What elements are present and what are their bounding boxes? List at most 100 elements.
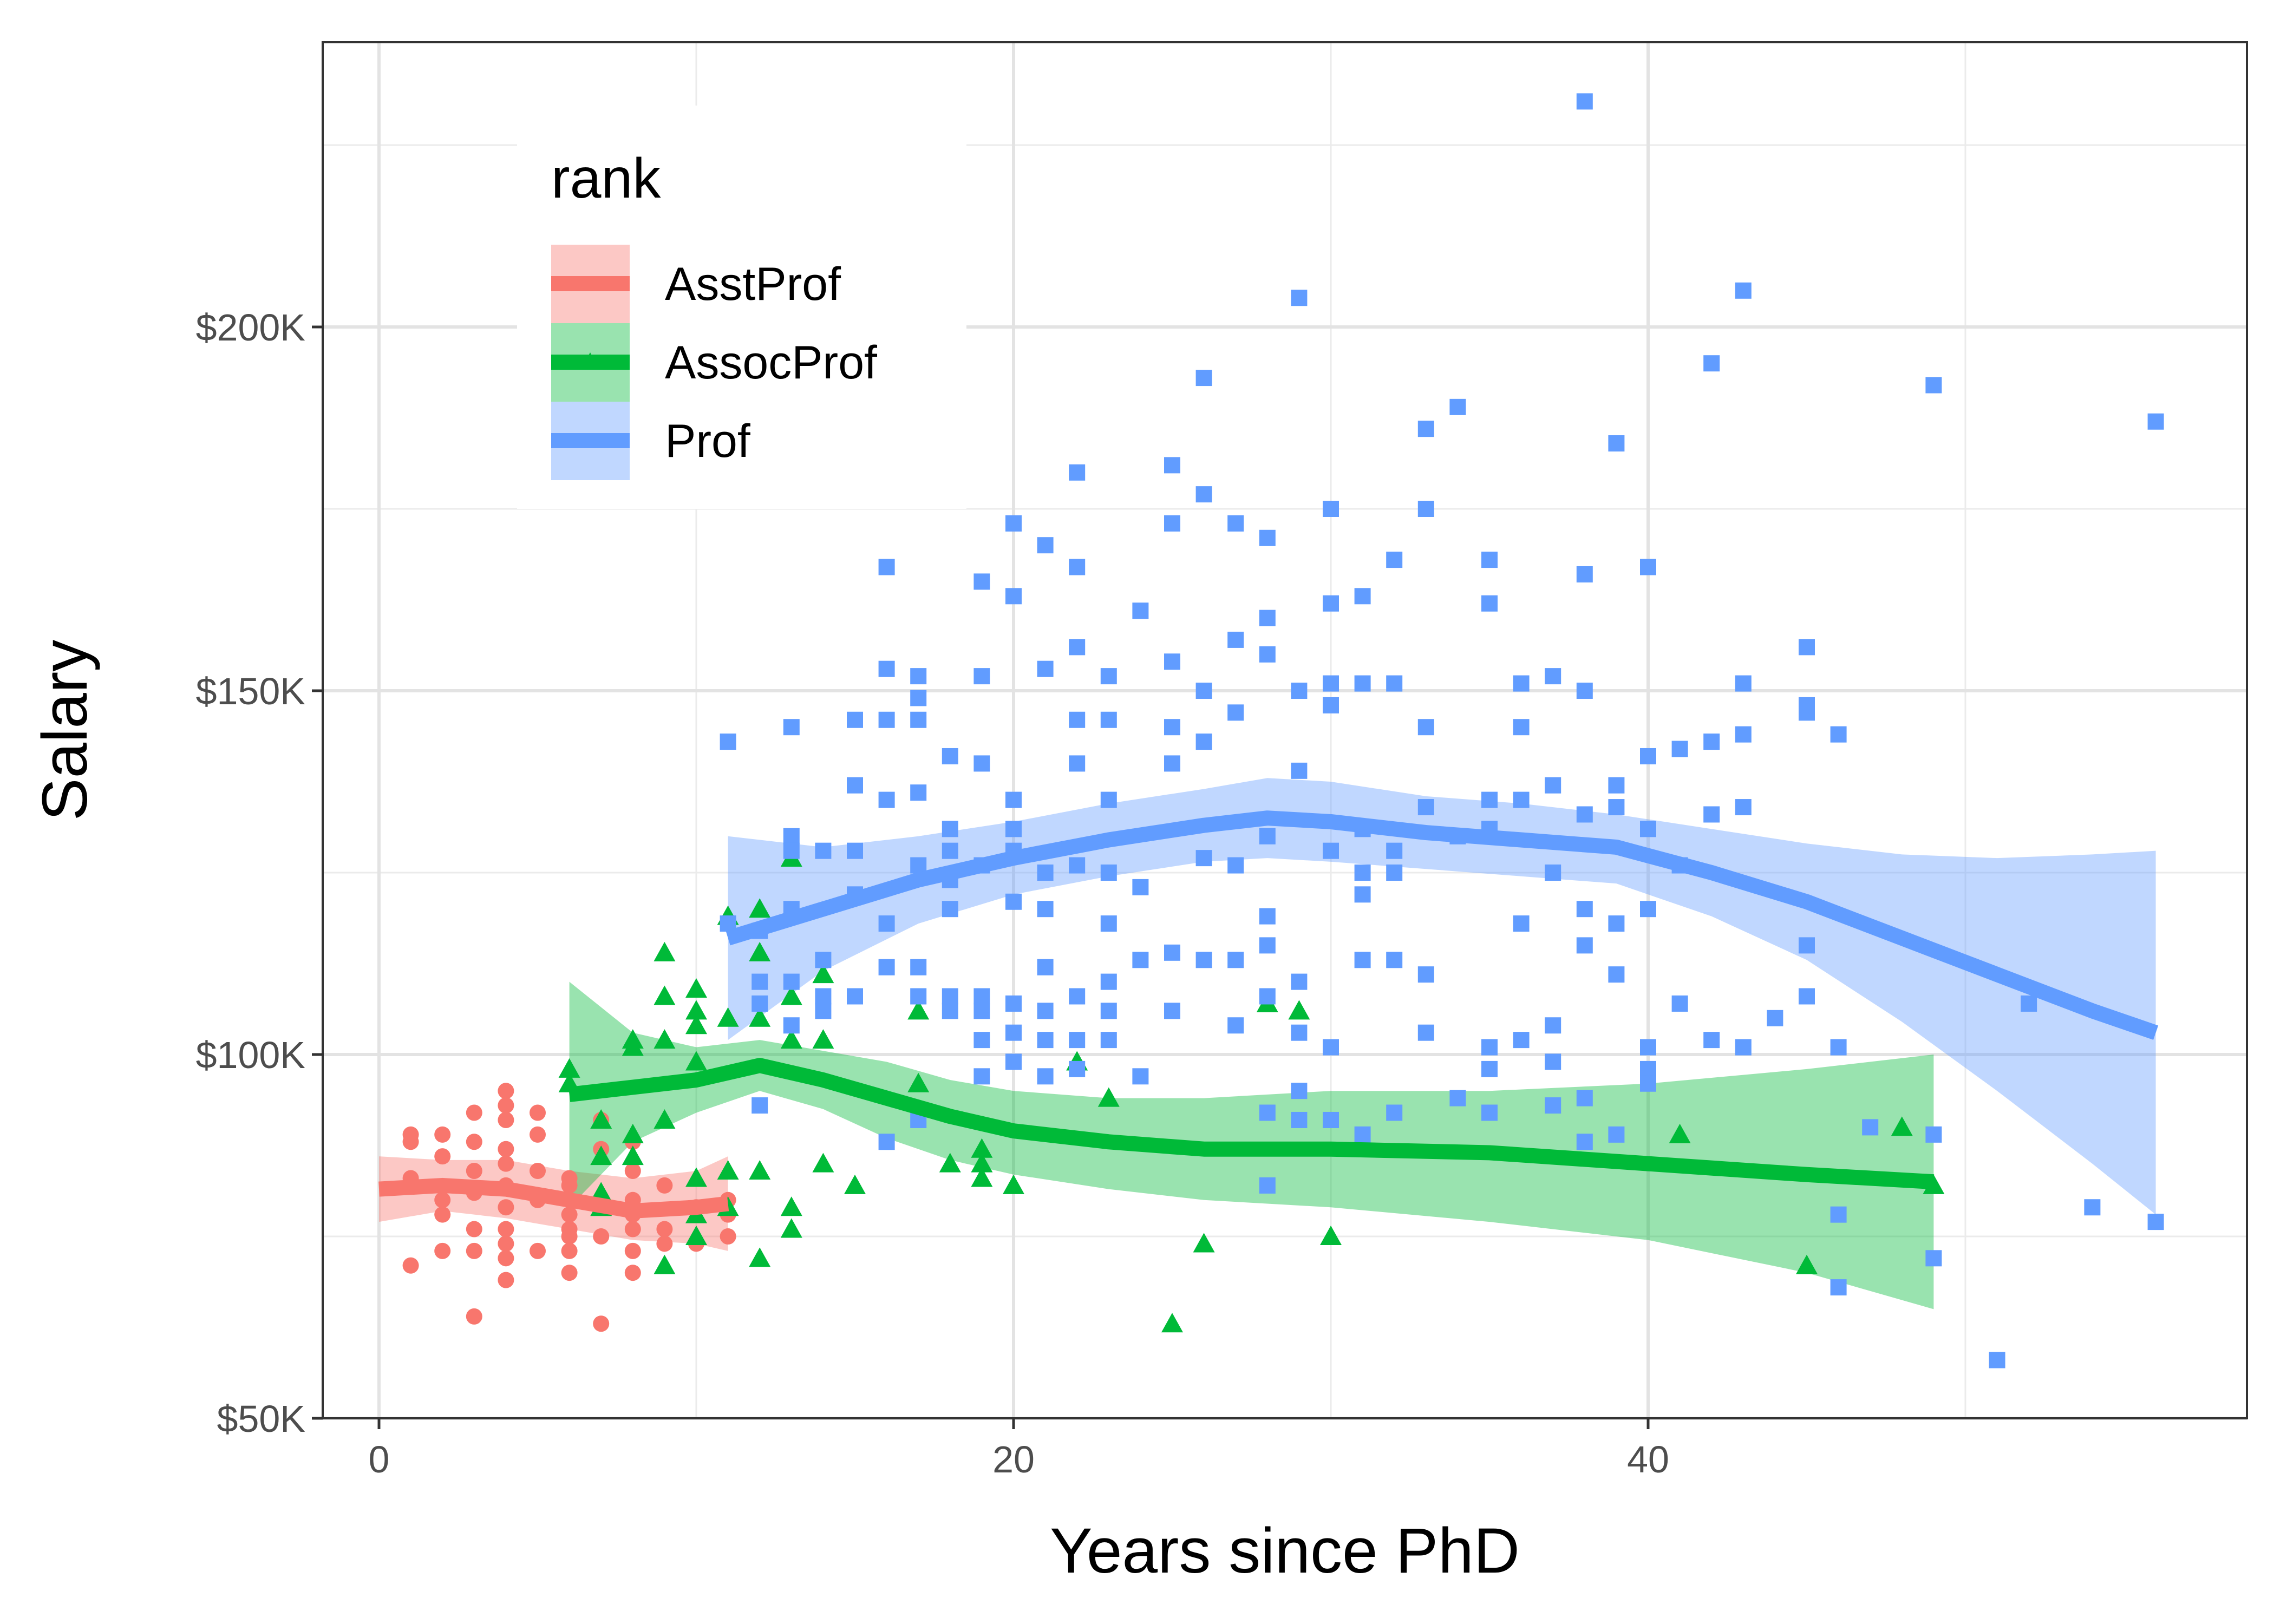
data-point [1132,879,1149,895]
data-point [1545,1097,1561,1114]
data-point [1608,799,1625,816]
data-point [1323,1111,1339,1128]
data-point [1608,915,1625,932]
data-point [847,842,863,859]
data-point [561,1177,578,1194]
data-point [878,959,895,975]
data-point [656,1235,673,1252]
data-point [815,842,832,859]
data-point [1545,865,1561,881]
data-point [1037,901,1054,918]
data-point [1003,1174,1024,1194]
data-point [907,1000,930,1020]
data-point [717,1160,739,1180]
x-tick-label: 0 [369,1438,390,1481]
data-point [1640,901,1656,918]
data-point [783,842,800,859]
data-point [910,988,927,1005]
data-point [1640,821,1656,837]
data-point [910,959,927,975]
data-point [910,690,927,706]
data-point [1259,529,1276,546]
data-point [1513,791,1530,808]
data-point [1227,952,1244,968]
data-point [498,1141,514,1157]
data-point [1608,966,1625,983]
data-point [498,1155,514,1172]
data-point [1164,944,1180,961]
data-point [1449,1090,1466,1106]
data-point [530,1163,546,1180]
data-point [1291,290,1308,306]
legend-label: AsstProf [665,258,841,310]
data-point [844,1174,866,1194]
data-point [815,1003,832,1019]
data-point [466,1242,482,1259]
data-point [1100,1032,1117,1049]
data-point [1640,1039,1656,1056]
smooth-lines [378,810,2159,1219]
smooth-line-prof [726,810,2159,1040]
data-point [434,1242,451,1259]
data-point [812,1029,834,1049]
data-point [1417,719,1434,736]
data-point [1195,734,1212,750]
data-point [1227,857,1244,874]
data-point [654,941,676,961]
data-point [910,784,927,801]
data-point [1576,901,1593,918]
data-point [402,1257,419,1274]
data-point [971,1138,993,1158]
data-point [558,1058,580,1078]
data-point [1640,748,1656,764]
data-point [1288,1000,1310,1020]
data-point [1386,842,1403,859]
data-point [752,995,768,1012]
data-point [685,1000,707,1020]
data-point [1703,1032,1720,1049]
data-point [973,755,990,772]
data-point [1799,639,1815,656]
data-point [1069,464,1086,481]
data-point [780,1029,802,1049]
data-point [654,985,676,1005]
data-point [847,711,863,728]
data-point [1069,711,1086,728]
data-point [1386,1104,1403,1121]
data-point [1164,515,1180,532]
y-tick-label: $200K [196,306,305,349]
data-point [1164,653,1180,670]
data-point [973,668,990,685]
data-point [1069,755,1086,772]
data-point [1417,1024,1434,1041]
data-point [1132,952,1149,968]
data-point [561,1221,578,1237]
data-point [942,842,958,859]
data-point [1799,704,1815,721]
data-point [1037,537,1054,554]
data-point [878,791,895,808]
data-point [1132,603,1149,619]
data-point [622,1123,644,1143]
data-point [942,748,958,764]
data-point [780,1218,802,1238]
data-point [654,1254,676,1274]
data-point [593,1228,610,1245]
data-point [1227,631,1244,648]
data-point [1164,457,1180,474]
data-point [939,1152,961,1173]
data-point [1735,799,1752,816]
data-point [1576,93,1593,110]
data-point [590,1182,612,1202]
data-point [498,1272,514,1288]
legend-label: Prof [665,415,751,467]
data-point [815,952,832,968]
data-point [466,1308,482,1325]
data-point [1354,952,1371,968]
data-point [1259,1104,1276,1121]
data-point [910,857,927,874]
data-point [973,988,990,1005]
data-point [466,1134,482,1150]
data-point [1195,952,1212,968]
